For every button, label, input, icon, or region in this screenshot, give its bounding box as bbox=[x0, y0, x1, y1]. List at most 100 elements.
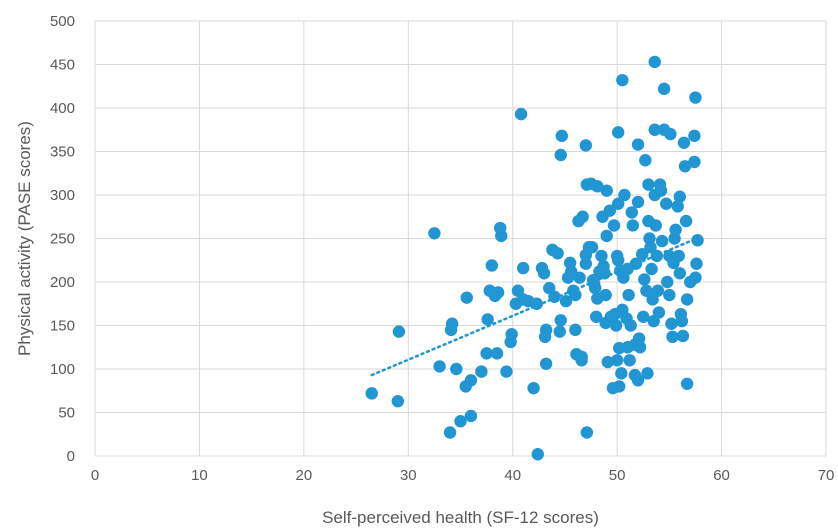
data-point bbox=[615, 367, 628, 380]
data-point bbox=[640, 284, 653, 297]
data-point bbox=[664, 127, 677, 141]
data-point bbox=[539, 357, 553, 370]
x-tick-label: 70 bbox=[818, 467, 835, 484]
data-point bbox=[481, 313, 494, 326]
data-point bbox=[495, 229, 508, 243]
y-tick-label: 500 bbox=[50, 13, 75, 30]
data-point bbox=[660, 197, 673, 210]
data-point bbox=[669, 223, 682, 236]
data-point bbox=[661, 275, 674, 289]
data-point bbox=[613, 380, 626, 393]
data-point bbox=[553, 325, 566, 338]
data-point bbox=[391, 394, 405, 408]
y-tick-label: 200 bbox=[50, 274, 75, 291]
data-point bbox=[673, 267, 686, 280]
data-point bbox=[611, 126, 625, 139]
x-tick-label: 20 bbox=[296, 467, 313, 484]
data-point bbox=[676, 329, 690, 343]
x-tick-label: 60 bbox=[713, 467, 730, 484]
data-point bbox=[654, 184, 668, 197]
data-point bbox=[365, 387, 378, 400]
data-point bbox=[689, 271, 702, 284]
y-tick-label: 0 bbox=[67, 448, 75, 465]
y-tick-label: 300 bbox=[50, 187, 75, 204]
data-point bbox=[678, 160, 692, 173]
trendline bbox=[370, 235, 702, 377]
data-point bbox=[490, 347, 504, 360]
data-point bbox=[443, 426, 457, 439]
data-point bbox=[600, 184, 613, 197]
data-point bbox=[595, 249, 608, 263]
data-point bbox=[652, 306, 666, 319]
data-point bbox=[611, 254, 625, 267]
data-point bbox=[618, 188, 631, 202]
data-point bbox=[464, 374, 478, 387]
data-point bbox=[650, 249, 664, 263]
data-point bbox=[516, 261, 530, 275]
x-tick-label: 10 bbox=[191, 467, 208, 484]
data-point bbox=[642, 178, 655, 191]
data-point bbox=[573, 271, 586, 284]
data-point bbox=[680, 293, 694, 306]
data-point bbox=[638, 273, 651, 286]
y-tick-label: 50 bbox=[58, 405, 75, 422]
data-point bbox=[675, 314, 689, 328]
data-point bbox=[679, 214, 693, 228]
data-point bbox=[600, 229, 613, 243]
y-tick-label: 400 bbox=[50, 100, 75, 117]
data-point bbox=[569, 288, 582, 302]
data-point bbox=[500, 365, 513, 378]
data-point bbox=[548, 290, 561, 303]
data-point bbox=[609, 319, 623, 332]
data-point bbox=[603, 204, 617, 217]
data-point bbox=[576, 210, 589, 223]
data-point bbox=[671, 200, 684, 213]
data-point bbox=[649, 219, 662, 232]
data-point bbox=[589, 281, 602, 295]
data-point bbox=[610, 354, 624, 367]
data-point bbox=[689, 91, 702, 104]
data-point bbox=[454, 415, 467, 428]
y-axis-title: Physical activity (PASE scores) bbox=[15, 121, 34, 356]
data-point bbox=[537, 267, 551, 280]
data-point bbox=[559, 294, 573, 308]
data-point bbox=[644, 241, 657, 254]
data-point bbox=[531, 448, 544, 461]
data-point bbox=[677, 136, 691, 149]
data-point bbox=[551, 247, 564, 260]
data-point bbox=[631, 138, 645, 151]
data-point bbox=[666, 330, 679, 344]
data-point bbox=[691, 234, 704, 247]
data-point bbox=[505, 328, 518, 341]
data-point bbox=[569, 323, 582, 337]
data-point bbox=[527, 381, 540, 395]
data-point bbox=[624, 319, 637, 332]
data-point bbox=[464, 409, 478, 423]
data-point bbox=[655, 234, 669, 248]
x-tick-label: 30 bbox=[400, 467, 417, 484]
data-point bbox=[665, 317, 678, 330]
data-point bbox=[598, 267, 611, 280]
data-point bbox=[633, 341, 647, 354]
y-tick-label: 450 bbox=[50, 57, 75, 74]
data-point bbox=[672, 249, 685, 263]
data-point bbox=[554, 314, 567, 327]
data-points bbox=[365, 55, 704, 461]
y-tick-label: 250 bbox=[50, 231, 75, 248]
data-point bbox=[629, 257, 643, 270]
x-axis-title: Self-perceived health (SF-12 scores) bbox=[322, 508, 599, 527]
x-tick-labels: 0 10 20 30 40 50 60 70 bbox=[91, 467, 835, 484]
y-tick-label: 100 bbox=[50, 361, 75, 378]
data-point bbox=[585, 241, 599, 254]
data-point bbox=[663, 288, 676, 302]
data-point bbox=[530, 297, 543, 310]
data-point bbox=[579, 139, 593, 152]
data-point bbox=[639, 154, 652, 167]
data-point bbox=[445, 317, 459, 330]
y-tick-label: 150 bbox=[50, 318, 75, 335]
data-point bbox=[475, 365, 488, 378]
data-point bbox=[514, 107, 528, 121]
data-point bbox=[480, 347, 493, 360]
data-point bbox=[648, 123, 661, 136]
